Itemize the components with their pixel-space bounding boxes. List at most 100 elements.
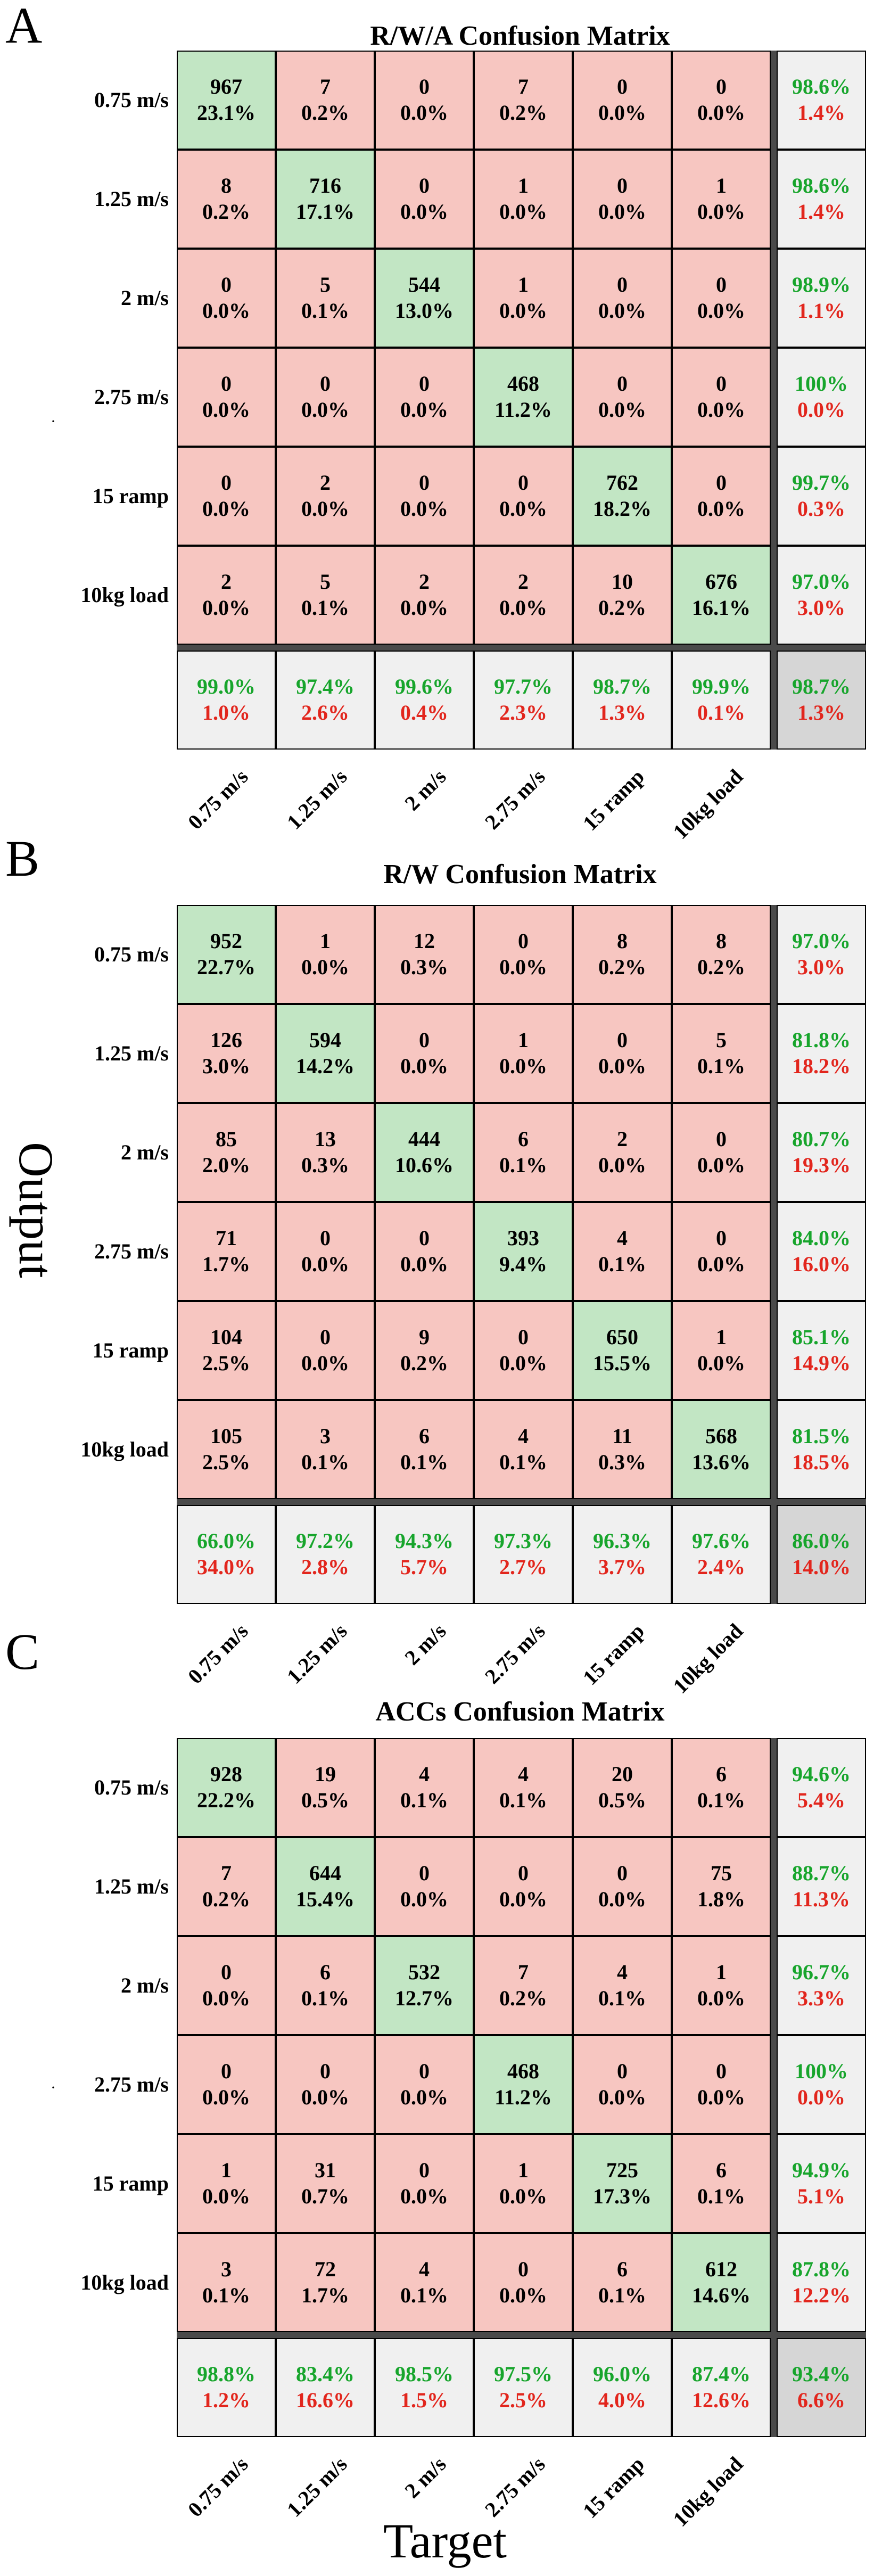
cell-value: 0 [617,75,628,99]
matrix-cell: 72 1.7% [276,2233,375,2332]
col-summary-cell: 99.9% 0.1% [672,651,771,750]
cell-value: 0 [419,2059,430,2084]
matrix-cell: 0 0.0% [573,348,672,447]
cell-value: 2 [617,1127,628,1151]
matrix-cell: 676 16.1% [672,546,771,645]
cell-value: 0.5% [301,1788,349,1812]
col-summary-cell: 87.4% 12.6% [672,2338,771,2437]
cell-value: 1 [320,929,331,953]
cell-value: 3.0% [202,1054,250,1078]
cell-value: 0 [716,1226,727,1250]
cell-value: 0 [716,273,727,297]
matrix-cell: 75 1.8% [672,1837,771,1936]
cell-value: 0.0% [697,2085,745,2109]
cell-value: 3.0% [797,955,845,979]
matrix-cell: 3 0.1% [276,1400,375,1499]
cell-value: 0.1% [598,2283,646,2307]
matrix-cell: 0 0.0% [375,348,474,447]
cell-value: 6 [716,1762,727,1787]
cell-value: 18.2% [792,1054,851,1078]
summary-separator [771,51,777,750]
cell-value: 2.7% [499,1555,547,1579]
matrix-cell: 0 0.0% [573,150,672,249]
matrix-cell: 4 0.1% [474,1738,573,1837]
cell-value: 34.0% [197,1555,255,1579]
cell-value: 72 [315,2257,336,2282]
cell-value: 14.9% [792,1351,851,1375]
cell-value: 6 [617,2257,628,2282]
cell-value: 0.0% [301,955,349,979]
cell-value: 12.2% [792,2283,851,2307]
row-label: 2 m/s [121,286,169,310]
cell-value: 0.0% [499,1054,547,1078]
cell-value: 0.0% [697,497,745,521]
cell-value: 9 [419,1325,430,1349]
cell-value: 0.0% [697,1153,745,1177]
matrix-cell: 0 0.0% [573,1837,672,1936]
cell-value: 2.4% [697,1555,745,1579]
matrix-cell: 3 0.1% [177,2233,276,2332]
cell-value: 2.5% [499,2388,547,2412]
cell-value: 0.0% [598,1054,646,1078]
cell-value: 14.0% [792,1555,851,1579]
col-summary-cell: 98.8% 1.2% [177,2338,276,2437]
cell-value: 0 [617,174,628,198]
cell-value: 0.0% [499,497,547,521]
cell-value: 96.3% [593,1529,652,1553]
matrix-cell: 6 0.1% [474,1103,573,1202]
cell-value: 100% [795,372,848,396]
cell-value: 1 [221,2158,232,2183]
cell-value: 650 [606,1325,638,1349]
cell-value: 0.3% [797,497,845,521]
matrix-cell: 1 0.0% [672,150,771,249]
cell-value: 6 [518,1127,529,1151]
cell-value: 0 [221,2059,232,2084]
cell-value: 13 [315,1127,336,1151]
matrix-cell: 71 1.7% [177,1202,276,1301]
cell-value: 88.7% [792,1861,851,1886]
col-summary-cell: 99.6% 0.4% [375,651,474,750]
cell-value: 5 [716,1028,727,1052]
matrix-cell: 1 0.0% [474,1004,573,1103]
cell-value: 0.1% [697,1054,745,1078]
cell-value: 84.0% [792,1226,851,1250]
matrix-cell: 544 13.0% [375,249,474,348]
matrix-cell: 0 0.0% [375,51,474,150]
cell-value: 13.6% [692,1450,751,1474]
overall-accuracy-cell: 86.0% 14.0% [777,1505,866,1604]
col-label: 2.75 m/s [480,764,550,834]
cell-value: 14.2% [296,1054,355,1078]
cell-value: 0.0% [400,1887,448,1911]
cell-value: 9.4% [499,1252,547,1276]
cell-value: 0.1% [400,1788,448,1812]
row-label: 10kg load [80,583,169,607]
cell-value: 0.0% [499,1351,547,1375]
row-summary-cell: 87.8% 12.2% [777,2233,866,2332]
cell-value: 0.2% [499,101,547,125]
cell-value: 99.6% [395,674,454,699]
row-label: 15 ramp [92,1338,169,1362]
cell-value: 0 [320,2059,331,2084]
cell-value: 1 [716,174,727,198]
matrix-cell: 1 0.0% [276,905,375,1004]
col-summary-cell: 99.0% 1.0% [177,651,276,750]
row-summary-cell: 98.6% 1.4% [777,51,866,150]
cell-value: 3 [320,1424,331,1449]
cell-value: 6 [320,1960,331,1985]
cell-value: 0.1% [202,2283,250,2307]
cell-value: 0.0% [697,200,745,224]
cell-value: 0.0% [499,1887,547,1911]
cell-value: 468 [507,2059,539,2084]
cell-value: 0.1% [301,299,349,323]
cell-value: 0 [419,471,430,495]
cell-value: 612 [705,2257,737,2282]
stray-tick-mark: · [51,413,56,430]
matrix-cell: 0 0.0% [375,150,474,249]
cell-value: 5.7% [400,1555,448,1579]
cell-value: 0.0% [202,299,250,323]
matrix-cell: 0 0.0% [672,51,771,150]
cell-value: 0 [419,2158,430,2183]
cell-value: 1.0% [202,701,250,725]
row-label: 2.75 m/s [94,2072,169,2096]
matrix-cell: 0 0.0% [672,348,771,447]
